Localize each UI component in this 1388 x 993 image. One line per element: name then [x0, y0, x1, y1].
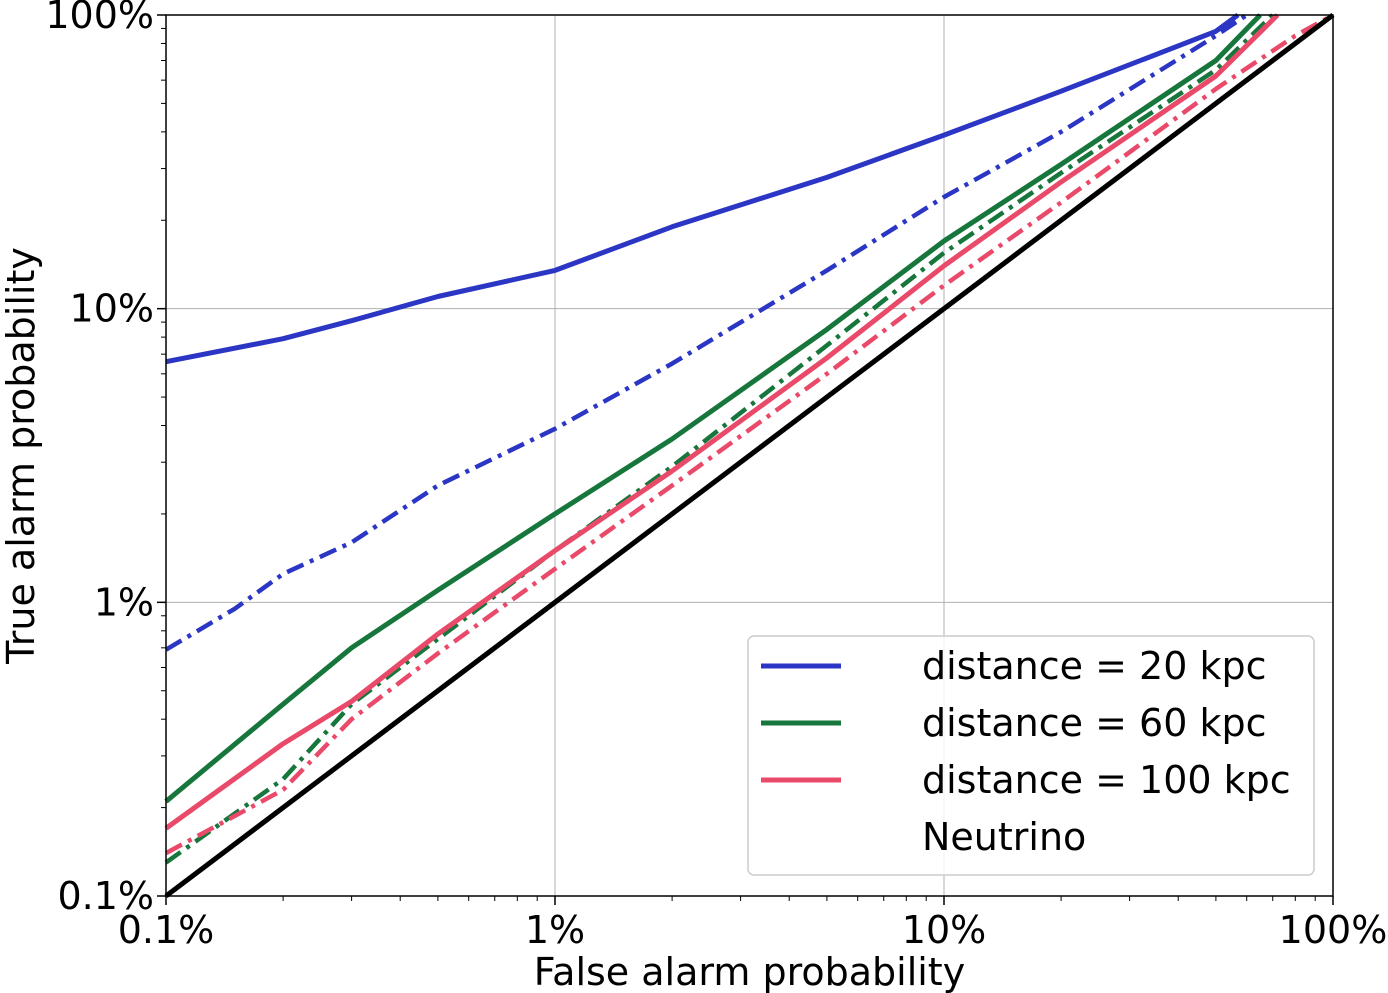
x-axis-title: False alarm probability: [534, 950, 965, 993]
series-line-5-dashdot: [164, 13, 1335, 856]
plot-frame: [165, 14, 1334, 897]
axis-ticks: 0.1% 1% 10% 100% 0.1% 1% 10% 100%: [45, 0, 1387, 952]
legend-label-2: distance = 100 kpc: [922, 758, 1291, 802]
x-tick-label: 1%: [525, 908, 585, 952]
legend-label-3: Neutrino: [922, 815, 1086, 859]
series-line-4-solid: [164, 13, 1280, 831]
x-tick-label: 100%: [1279, 908, 1388, 952]
series-lines: [164, 12, 1335, 898]
y-tick-label: 0.1%: [57, 874, 154, 918]
y-axis-title: True alarm probability: [0, 247, 43, 665]
series-line-0-solid: [165, 12, 1240, 365]
y-tick-label: 10%: [70, 287, 154, 331]
legend-label-1: distance = 60 kpc: [922, 701, 1266, 745]
y-tick-label: 100%: [45, 0, 154, 37]
y-tick-label: 1%: [94, 580, 154, 624]
legend: distance = 20 kpc distance = 60 kpc distan…: [747, 635, 1315, 876]
x-tick-label: 10%: [902, 908, 986, 952]
series-line-3-dashdot: [164, 13, 1275, 865]
legend-box: [747, 635, 1315, 876]
series-line-1-dashdot: [164, 13, 1248, 652]
series-line-6-solid: [164, 13, 1335, 898]
x-tick-label: 0.1%: [118, 908, 215, 952]
legend-label-0: distance = 20 kpc: [922, 644, 1266, 688]
series-line-2-solid: [164, 13, 1262, 804]
